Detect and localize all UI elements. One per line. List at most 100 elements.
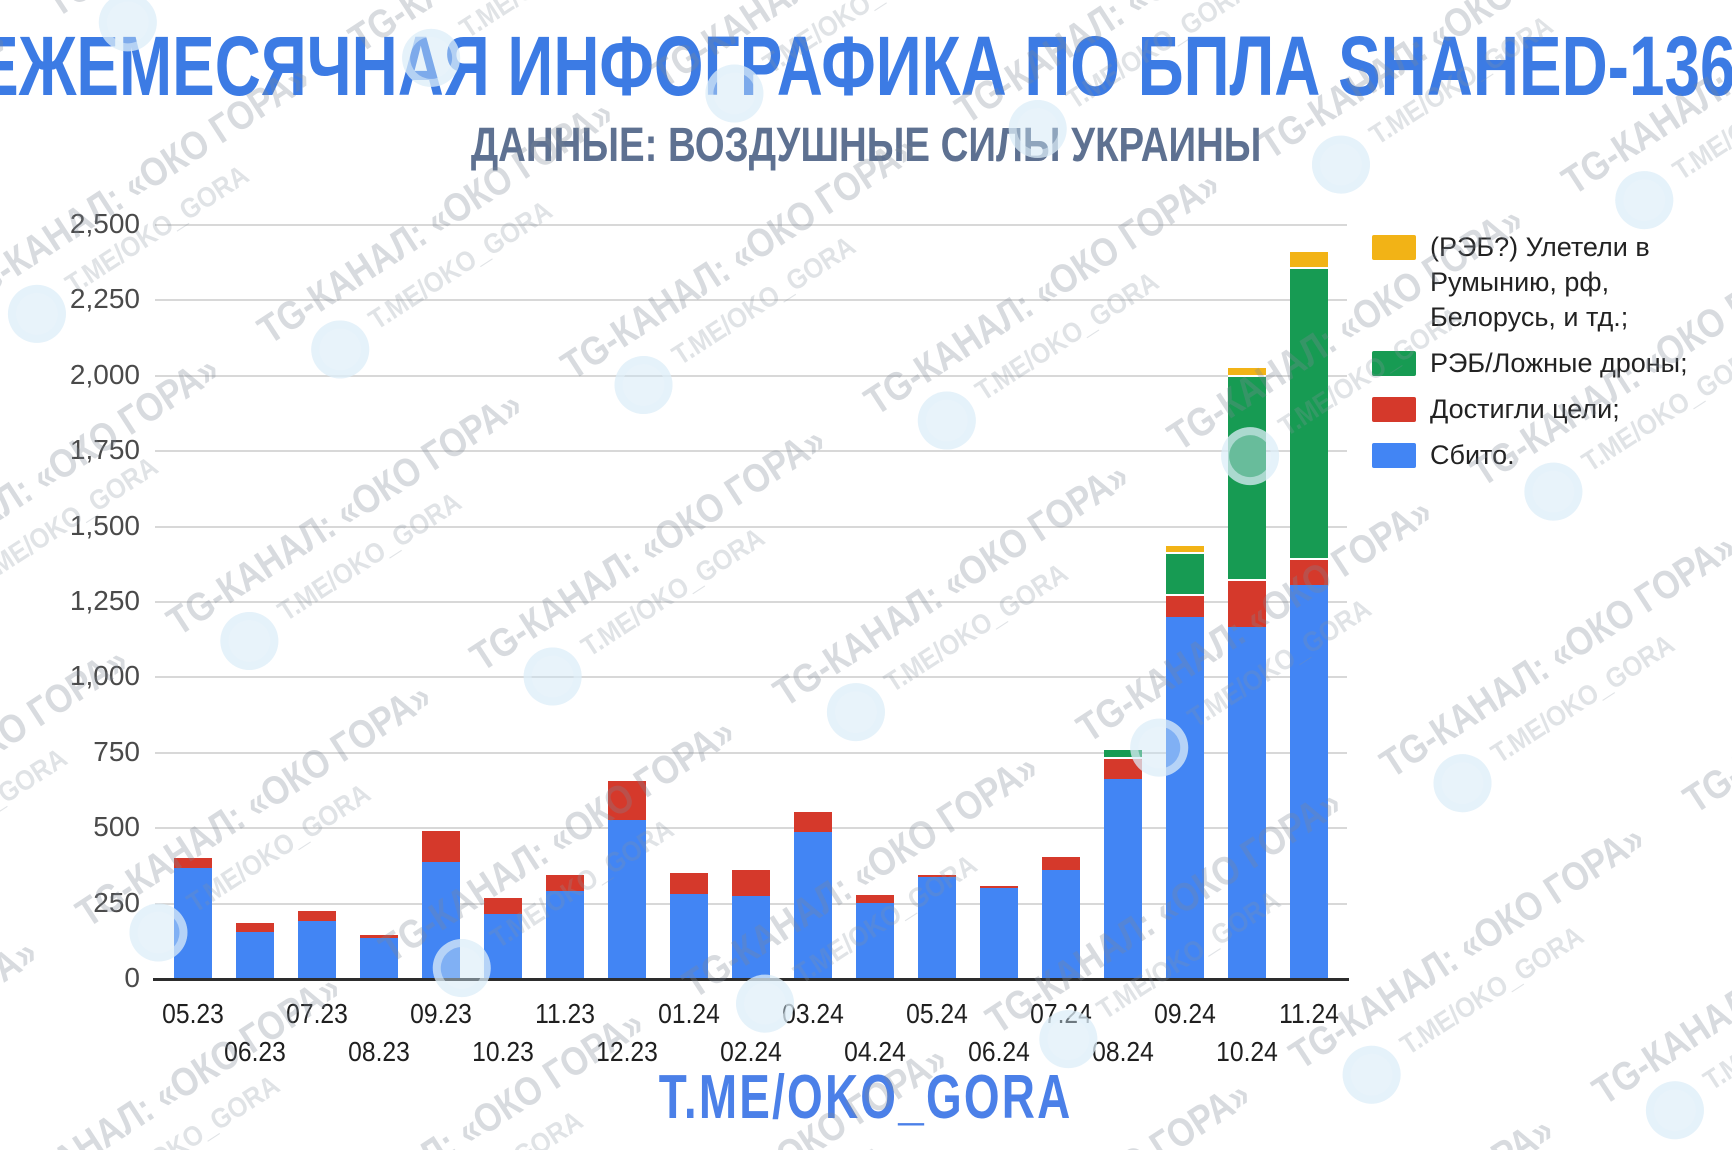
segment-11.24-series0 (1290, 584, 1328, 980)
watermark-channel-text: TG-КАНАЛ: «ОКО ГОРА» (1372, 524, 1732, 787)
segment-07.23-series1 (298, 909, 336, 922)
segment-10.24-series2 (1228, 375, 1266, 579)
segment-08.24-series2 (1104, 747, 1142, 757)
y-tick-250: 250 (93, 886, 140, 918)
watermark-channel-text: TG-КАНАЛ: «ОКО ГОРА» (1676, 560, 1732, 823)
legend-swatch-blue (1372, 443, 1416, 468)
x-tick-05.24: 05.24 (906, 998, 968, 1029)
legend-label-ew-decoys: РЭБ/Ложные дроны; (1430, 348, 1688, 378)
page-title: ЕЖЕМЕСЯЧНАЯ ИНФОГРАФИКА ПО БПЛА SHAHED-1… (0, 19, 1732, 113)
legend-item-flew-away: (РЭБ?) Улетели в Румынию, рф, Белорусь, … (1372, 230, 1717, 335)
gridline-1750 (155, 450, 1347, 453)
watermark-unit: TG-КАНАЛ: «ОКО ГОРА»T.ME/OKO_GORA (1358, 470, 1732, 890)
segment-09.23-series0 (422, 862, 460, 980)
segment-11.23-series1 (546, 872, 584, 892)
gridline-2500 (155, 224, 1347, 226)
plot-area (155, 224, 1347, 980)
watermark-link-text: T.ME/OKO_GORA (1394, 919, 1589, 1061)
segment-12.23-series0 (608, 820, 646, 980)
segment-10.23-series0 (484, 913, 522, 980)
x-tick-07.24: 07.24 (1030, 998, 1092, 1029)
legend-swatch-red (1372, 397, 1416, 422)
segment-07.24-series0 (1042, 869, 1080, 980)
bar-01.24 (670, 871, 708, 980)
eye-logo-icon (1422, 743, 1503, 824)
segment-03.24-series0 (794, 832, 832, 980)
y-tick-2250: 2,250 (69, 283, 140, 315)
gridline-500 (155, 827, 1347, 830)
segment-11.24-series2 (1290, 266, 1328, 558)
watermark-unit: TG-КАНАЛ: «ОКО ГОРА»T.ME/OKO_GORA (1661, 506, 1732, 926)
x-tick-01.24: 01.24 (658, 998, 720, 1029)
x-tick-09.24: 09.24 (1154, 998, 1216, 1029)
y-tick-1500: 1,500 (69, 509, 140, 541)
x-tick-06.23: 06.23 (224, 1036, 286, 1067)
x-tick-10.24: 10.24 (1216, 1036, 1278, 1067)
legend-item-ew-decoys: РЭБ/Ложные дроны; (1372, 346, 1717, 381)
y-tick-750: 750 (93, 735, 140, 767)
watermark-link-text: T.ME/OKO_GORA (151, 0, 346, 9)
page-subtitle: ДАННЫЕ: ВОЗДУШНЫЕ СИЛЫ УКРАИНЫ (470, 119, 1262, 172)
bar-03.24 (794, 809, 832, 980)
watermark-link-text: T.ME/OKO_GORA (697, 1140, 892, 1150)
legend-item-shot-down: Сбито. (1372, 438, 1717, 473)
legend-label-shot-down: Сбито. (1430, 440, 1515, 470)
gridline-1000 (155, 676, 1347, 679)
page-title-row: ЕЖЕМЕСЯЧНАЯ ИНФОГРАФИКА ПО БПЛА SHAHED-1… (0, 18, 1732, 115)
bar-07.23 (298, 909, 336, 980)
segment-06.23-series0 (236, 931, 274, 980)
chart-legend: (РЭБ?) Улетели в Румынию, рф, Белорусь, … (1372, 230, 1717, 473)
x-tick-05.23: 05.23 (162, 998, 224, 1029)
segment-05.23-series1 (174, 856, 212, 869)
bar-10.23 (484, 895, 522, 980)
gridline-2250 (155, 299, 1347, 302)
segment-12.23-series1 (608, 779, 646, 821)
bar-09.23 (422, 829, 460, 980)
x-tick-06.24: 06.24 (968, 1036, 1030, 1067)
segment-08.23-series1 (360, 933, 398, 938)
bar-05.23 (174, 856, 212, 980)
segment-09.24-series0 (1166, 616, 1204, 980)
y-tick-1000: 1,000 (69, 660, 140, 692)
segment-10.23-series1 (484, 895, 522, 914)
segment-07.23-series0 (298, 921, 336, 980)
x-tick-08.23: 08.23 (348, 1036, 410, 1067)
gridline-1250 (155, 601, 1347, 603)
bar-05.24 (918, 872, 956, 980)
y-tick-500: 500 (93, 811, 140, 843)
bar-06.24 (980, 883, 1018, 980)
x-tick-11.23: 11.23 (535, 998, 595, 1029)
watermark-unit: TG-КАНАЛ: «ОКО ГОРА»T.ME/OKO_GORA (1630, 0, 1732, 15)
segment-05.23-series0 (174, 868, 212, 980)
segment-01.24-series0 (670, 894, 708, 980)
segment-09.24-series2 (1166, 551, 1204, 594)
eye-logo-icon (1725, 778, 1732, 859)
bar-11.24 (1290, 250, 1328, 980)
segment-06.23-series1 (236, 921, 274, 932)
bar-08.24 (1104, 747, 1142, 980)
y-tick-2000: 2,000 (69, 358, 140, 390)
segment-10.24-series0 (1228, 627, 1266, 980)
bar-11.23 (546, 872, 584, 980)
page-subtitle-row: ДАННЫЕ: ВОЗДУШНЫЕ СИЛЫ УКРАИНЫ (0, 118, 1732, 173)
x-tick-10.23: 10.23 (472, 1036, 534, 1067)
gridline-1500 (155, 525, 1347, 528)
gridline-750 (155, 751, 1347, 754)
segment-08.24-series0 (1104, 779, 1142, 980)
bar-12.23 (608, 779, 646, 980)
segment-09.24-series1 (1166, 593, 1204, 617)
segment-10.24-series3 (1228, 366, 1266, 376)
segment-03.24-series1 (794, 809, 832, 833)
x-axis-line (153, 978, 1349, 981)
x-tick-03.24: 03.24 (782, 998, 844, 1029)
segment-05.24-series0 (918, 877, 956, 980)
bar-02.24 (732, 868, 770, 980)
legend-swatch-yellow (1372, 235, 1416, 260)
x-tick-09.23: 09.23 (410, 998, 472, 1029)
bar-09.24 (1166, 544, 1204, 980)
x-tick-08.24: 08.24 (1092, 1036, 1154, 1067)
segment-08.23-series0 (360, 937, 398, 980)
segment-08.24-series1 (1104, 756, 1142, 780)
segment-09.23-series1 (422, 829, 460, 863)
legend-label-flew-away: (РЭБ?) Улетели в Румынию, рф, Белорусь, … (1430, 232, 1650, 332)
